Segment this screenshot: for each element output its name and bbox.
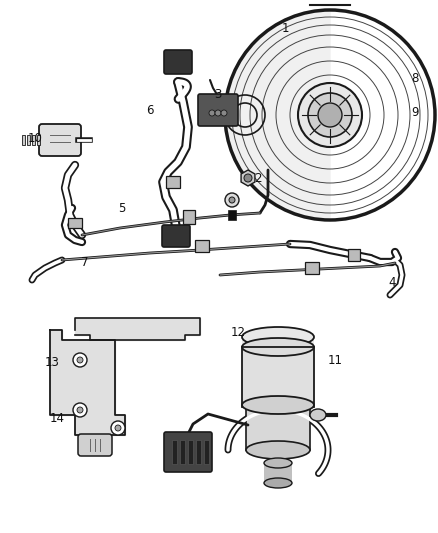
Bar <box>183 210 195 224</box>
Bar <box>27 135 30 145</box>
Ellipse shape <box>264 458 292 468</box>
Text: 12: 12 <box>230 327 246 340</box>
Circle shape <box>73 353 87 367</box>
Ellipse shape <box>242 396 314 414</box>
Ellipse shape <box>264 478 292 488</box>
FancyBboxPatch shape <box>39 124 81 156</box>
Text: 7: 7 <box>81 255 89 269</box>
Bar <box>228 210 236 220</box>
Bar <box>305 262 319 274</box>
FancyBboxPatch shape <box>164 432 212 472</box>
Text: 2: 2 <box>254 172 262 184</box>
Text: 6: 6 <box>146 103 154 117</box>
Bar <box>204 440 209 464</box>
Circle shape <box>244 174 252 182</box>
Text: 9: 9 <box>411 106 419 118</box>
Text: 13: 13 <box>45 357 60 369</box>
Ellipse shape <box>310 409 326 421</box>
Ellipse shape <box>242 327 314 347</box>
Polygon shape <box>50 330 125 435</box>
Circle shape <box>298 83 362 147</box>
FancyBboxPatch shape <box>78 434 112 456</box>
Text: 4: 4 <box>388 277 396 289</box>
Text: 11: 11 <box>328 353 343 367</box>
Bar <box>188 440 193 464</box>
Bar <box>246 405 310 450</box>
Bar <box>348 249 360 261</box>
FancyBboxPatch shape <box>162 225 190 247</box>
Bar <box>264 463 292 483</box>
Circle shape <box>77 357 83 363</box>
Circle shape <box>229 197 235 203</box>
Circle shape <box>209 110 215 116</box>
Bar <box>37 135 40 145</box>
Bar <box>172 440 177 464</box>
Circle shape <box>225 193 239 207</box>
Bar <box>22 135 25 145</box>
Polygon shape <box>225 10 330 220</box>
Circle shape <box>221 110 227 116</box>
Bar <box>32 135 35 145</box>
Bar <box>180 440 185 464</box>
Ellipse shape <box>242 338 314 356</box>
FancyBboxPatch shape <box>164 50 192 74</box>
Circle shape <box>77 407 83 413</box>
Bar <box>242 337 314 349</box>
Bar <box>166 176 180 188</box>
Text: 14: 14 <box>49 411 64 424</box>
Text: 3: 3 <box>214 88 222 101</box>
Circle shape <box>215 110 221 116</box>
Bar <box>195 240 209 252</box>
Bar <box>68 218 82 228</box>
Bar <box>242 347 314 407</box>
FancyBboxPatch shape <box>198 94 238 126</box>
Bar <box>242 347 314 407</box>
Circle shape <box>111 421 125 435</box>
Circle shape <box>115 425 121 431</box>
Text: 1: 1 <box>281 21 289 35</box>
Ellipse shape <box>246 441 310 459</box>
Text: 5: 5 <box>118 201 126 214</box>
Polygon shape <box>75 318 200 340</box>
Circle shape <box>73 403 87 417</box>
Text: 10: 10 <box>28 132 42 144</box>
Bar <box>196 440 201 464</box>
Circle shape <box>308 93 352 137</box>
Text: 8: 8 <box>411 71 419 85</box>
Circle shape <box>318 103 342 127</box>
